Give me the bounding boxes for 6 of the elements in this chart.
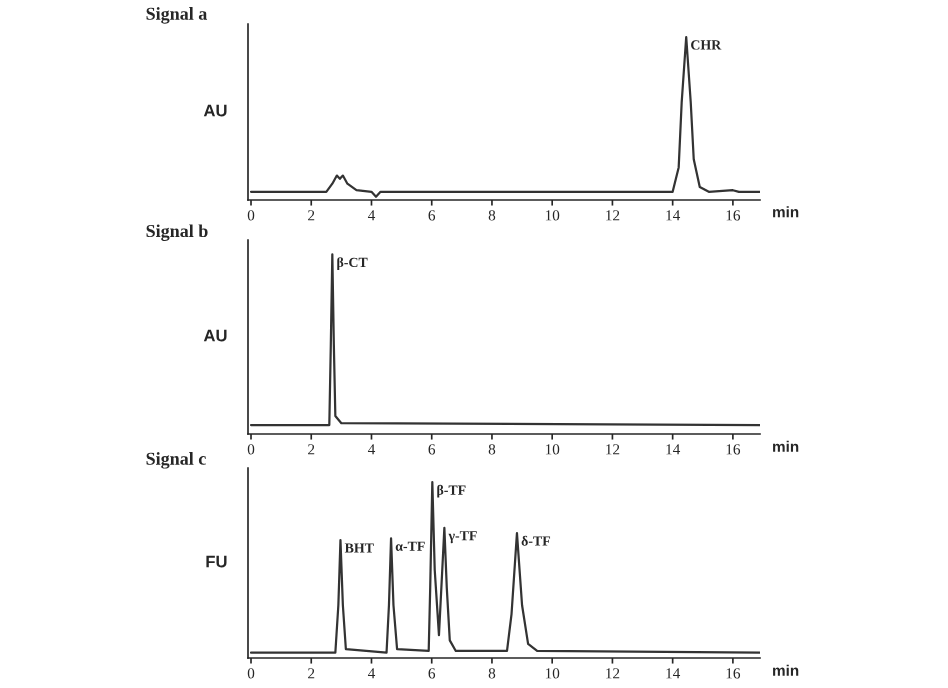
y-axis-title: AU: [203, 104, 227, 117]
chart-title: Signal c: [146, 452, 206, 469]
y-axis-title: AU: [203, 329, 227, 342]
y-axis-title: FU: [206, 555, 227, 568]
chart-title: Signal b: [146, 224, 208, 241]
chart-title: Signal a: [146, 7, 208, 24]
